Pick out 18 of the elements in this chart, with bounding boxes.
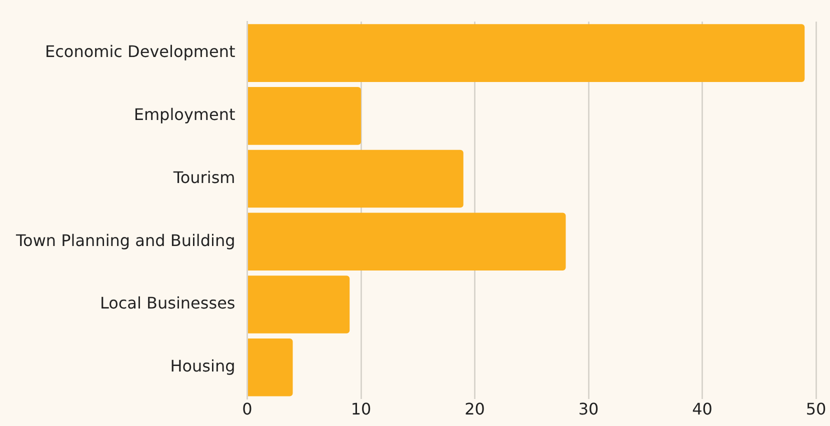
bar bbox=[248, 338, 293, 396]
x-tick-label: 20 bbox=[464, 400, 485, 419]
y-tick-label: Economic Development bbox=[45, 42, 236, 62]
bar bbox=[248, 276, 350, 334]
y-tick-label: Employment bbox=[134, 105, 236, 124]
y-tick-label: Local Businesses bbox=[100, 294, 236, 313]
x-tick-label: 40 bbox=[692, 400, 712, 419]
y-tick-label: Tourism bbox=[172, 168, 236, 187]
x-tick-label: 30 bbox=[578, 400, 599, 419]
x-tick-label: 0 bbox=[242, 400, 252, 419]
bar bbox=[248, 86, 362, 145]
bar bbox=[248, 24, 805, 82]
bar bbox=[248, 212, 566, 271]
x-tick-label: 10 bbox=[350, 400, 372, 419]
y-tick-label: Housing bbox=[170, 356, 236, 376]
y-tick-label: Town Planning and Building bbox=[14, 230, 236, 250]
x-tick-label: 50 bbox=[806, 400, 826, 419]
bar bbox=[248, 150, 464, 208]
